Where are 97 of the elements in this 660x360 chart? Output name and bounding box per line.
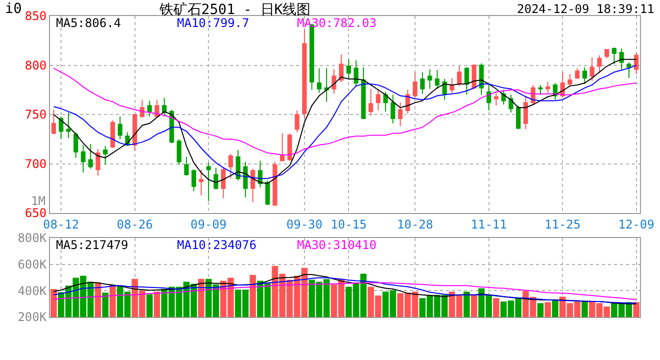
candlestick <box>582 66 587 84</box>
candlestick <box>546 82 550 94</box>
line-series <box>53 68 637 156</box>
annotation: MA30:782.03 <box>297 16 376 30</box>
candlestick <box>626 62 632 79</box>
y-tick-label: 750 <box>24 108 47 122</box>
candlestick <box>192 169 196 192</box>
candlestick <box>294 110 300 133</box>
candlestick <box>486 83 492 112</box>
candlestick <box>590 56 594 82</box>
x-tick-label: 09-09 <box>190 217 227 232</box>
candlestick <box>51 109 56 135</box>
candlestick <box>434 70 440 90</box>
candlestick <box>376 88 380 112</box>
candlestick <box>140 99 144 118</box>
candlestick <box>634 52 639 75</box>
candlestick <box>494 92 498 106</box>
annotation: MA10:799.7 <box>177 16 250 30</box>
candlestick <box>332 68 336 94</box>
candlestick <box>96 148 100 176</box>
candlestick <box>176 138 182 166</box>
candlestick <box>457 66 462 86</box>
y-tick-label: 800 <box>24 58 47 72</box>
candlestick <box>206 162 211 202</box>
y-tick-label: 700 <box>24 156 47 171</box>
candlestick <box>250 168 256 203</box>
candlestick <box>147 100 152 117</box>
chart-title: 铁矿石2501 - 日K线图 <box>158 2 311 18</box>
y-tick-label: 200K <box>18 310 48 324</box>
x-tick-label: 09-30 <box>286 217 323 232</box>
annotation: MA10:234076 <box>177 238 256 252</box>
candlestick <box>316 68 322 94</box>
text: 1M <box>31 194 46 208</box>
candlestick <box>383 91 388 112</box>
candlestick <box>450 78 454 94</box>
candlestick <box>324 68 329 102</box>
candlestick <box>516 105 521 130</box>
candlestick <box>428 68 432 90</box>
y-tick-label: 800K <box>18 231 48 246</box>
y-tick-label: 850 <box>24 9 47 24</box>
candlestick <box>214 167 218 190</box>
candlestick <box>243 161 248 198</box>
candlestick <box>479 62 484 96</box>
candlestick <box>74 132 78 158</box>
candlestick <box>265 180 270 206</box>
candlestick <box>184 156 189 176</box>
candlestick <box>619 48 624 70</box>
candlestick <box>597 54 602 74</box>
candlestick <box>88 144 93 170</box>
candlestick <box>58 116 64 140</box>
candlestick <box>198 169 204 196</box>
candlestick <box>110 120 115 148</box>
candlestick <box>538 84 543 96</box>
candlestick <box>287 132 292 162</box>
candlestick <box>464 66 469 96</box>
candlestick <box>221 167 226 199</box>
candlestick <box>346 58 351 80</box>
candlestick <box>508 94 514 114</box>
candlestick <box>390 94 396 124</box>
candlestick <box>604 48 610 59</box>
candlestick <box>361 66 366 119</box>
candlestick <box>228 153 233 180</box>
candlestick <box>80 144 86 174</box>
y-tick-label: 600K <box>18 258 48 272</box>
candlestick <box>412 72 418 98</box>
candlestick <box>236 149 240 181</box>
annotation: MA30:310410 <box>297 238 376 252</box>
candlestick <box>398 102 403 127</box>
candlestick <box>154 99 160 117</box>
annotation: MA5:217479 <box>56 238 128 252</box>
x-tick-label: 10-28 <box>396 217 434 232</box>
annotation: 2024-12-09 18:39:11 <box>517 2 654 16</box>
candlestick <box>568 74 572 86</box>
candlestick <box>368 88 374 116</box>
text: i0 <box>5 1 22 17</box>
candlestick <box>118 116 122 140</box>
candlestick <box>162 97 167 117</box>
line-series <box>53 282 637 300</box>
candlestick <box>272 161 278 206</box>
candlestick <box>339 54 344 82</box>
y-tick-label: 400K <box>18 284 48 298</box>
x-tick-label: 08-26 <box>116 217 153 232</box>
candlestick <box>354 60 358 88</box>
annotation: MA5:806.4 <box>56 16 122 30</box>
candlestick <box>523 95 528 130</box>
candlestick <box>420 72 425 94</box>
x-tick-label: 11-25 <box>544 217 581 232</box>
candlestick <box>280 132 285 162</box>
x-tick-label: 11-11 <box>470 217 507 232</box>
x-tick-label: 10-15 <box>330 217 367 232</box>
candlestick <box>103 146 108 166</box>
candlestick <box>66 112 71 139</box>
candlestick <box>612 47 616 65</box>
x-tick-label: 12-09 <box>618 217 654 232</box>
candlestick <box>575 68 580 80</box>
candlestick <box>442 78 447 100</box>
candlestick <box>132 114 138 152</box>
